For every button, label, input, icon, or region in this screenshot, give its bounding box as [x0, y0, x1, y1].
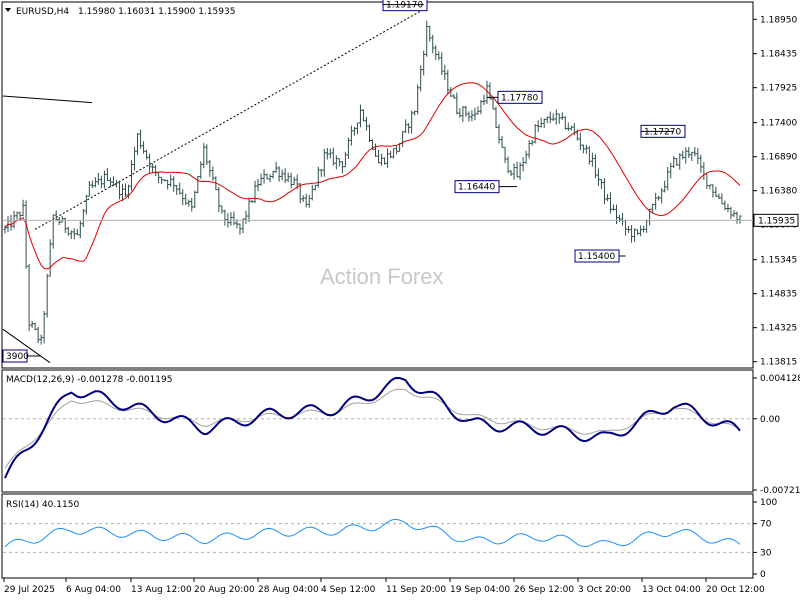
ohlc-values: 1.15980 1.16031 1.15900 1.15935 [78, 7, 235, 17]
time-tick-label: 28 Aug 04:00 [258, 585, 319, 595]
macd-line [4, 376, 741, 479]
rsi-title: RSI(14) 40.1150 [6, 500, 79, 510]
time-tick-label: 4 Sep 12:00 [321, 585, 376, 595]
swing-label-text: 1.19170 [386, 1, 423, 11]
time-tick-label: 20 Aug 20:00 [194, 585, 255, 595]
time-tick-label: 20 Oct 12:00 [706, 585, 765, 595]
time-tick-label: 19 Sep 04:00 [450, 585, 510, 595]
time-tick-label: 6 Aug 04:00 [66, 585, 121, 595]
time-axis: 29 Jul 2025 6 Aug 04:00 13 Aug 12:00 20 Aug… [3, 578, 765, 595]
dropdown-triangle-icon[interactable] [5, 8, 11, 12]
swing-label-text: 1.17270 [644, 127, 681, 137]
swing-label-text: 1.17780 [501, 93, 538, 103]
price-tick-label: 1.17925 [760, 84, 797, 94]
rsi-line [4, 518, 741, 547]
current-price-line: 1.15935 [3, 213, 799, 227]
price-tick-label: 1.16890 [760, 153, 797, 163]
rsi-indicator: 100 70 30 0 [3, 498, 777, 580]
time-tick-label: 26 Sep 12:00 [514, 585, 574, 595]
macd-indicator: 0.004128 0.00 -0.007216 [3, 374, 800, 496]
current-price-box [753, 213, 799, 227]
dotted-trendline [34, 8, 424, 230]
rsi-tick-label: 30 [760, 548, 772, 558]
rsi-tick-label: 0 [760, 570, 766, 580]
price-tick-label: 1.15345 [760, 256, 797, 266]
moving-average [4, 82, 741, 270]
price-tick-label: 1.18435 [760, 50, 797, 60]
current-price-label: 1.15935 [758, 216, 795, 226]
macd-panel-frame [1, 369, 754, 493]
price-tick-label: 1.14325 [760, 324, 797, 334]
macd-tick-label: 0.004128 [760, 374, 800, 384]
symbol-label: EURUSD,H4 [16, 7, 69, 17]
rsi-tick-label: 100 [760, 498, 777, 508]
price-axis: 1.18950 1.18435 1.17925 1.17400 1.16890 1.163… [753, 15, 797, 368]
swing-labels: 1.19170 1.17780 1.16440 1.17270 1.15400 3900 [2, 0, 686, 363]
macd-tick-label: -0.007216 [760, 486, 800, 496]
support-line [2, 328, 51, 364]
swing-label-text: 3900 [6, 352, 29, 362]
price-tick-label: 1.17400 [760, 119, 797, 129]
price-tick-label: 1.14835 [760, 290, 797, 300]
swing-label-text: 1.15400 [578, 252, 615, 262]
price-tick-label: 1.13815 [760, 358, 797, 368]
rsi-tick-label: 70 [760, 520, 772, 530]
price-panel-frame [1, 1, 754, 369]
swing-label-text: 1.16440 [458, 183, 495, 193]
rsi-panel-frame [1, 493, 754, 579]
time-tick-label: 11 Sep 20:00 [386, 585, 446, 595]
resistance-line [2, 95, 93, 104]
watermark: Action Forex [320, 264, 444, 289]
price-tick-label: 1.16380 [760, 187, 797, 197]
price-tick-label: 1.18950 [760, 15, 797, 25]
macd-tick-label: 0.00 [760, 415, 780, 425]
time-tick-label: 3 Oct 20:00 [578, 585, 631, 595]
trend-lines [2, 8, 424, 364]
macd-signal-line [4, 388, 741, 469]
ma-line [4, 82, 741, 270]
macd-title: MACD(12,26,9) -0.001278 -0.001195 [6, 375, 172, 385]
time-tick-label: 29 Jul 2025 [4, 585, 55, 595]
time-tick-label: 13 Oct 04:00 [642, 585, 701, 595]
time-tick-label: 13 Aug 12:00 [131, 585, 192, 595]
